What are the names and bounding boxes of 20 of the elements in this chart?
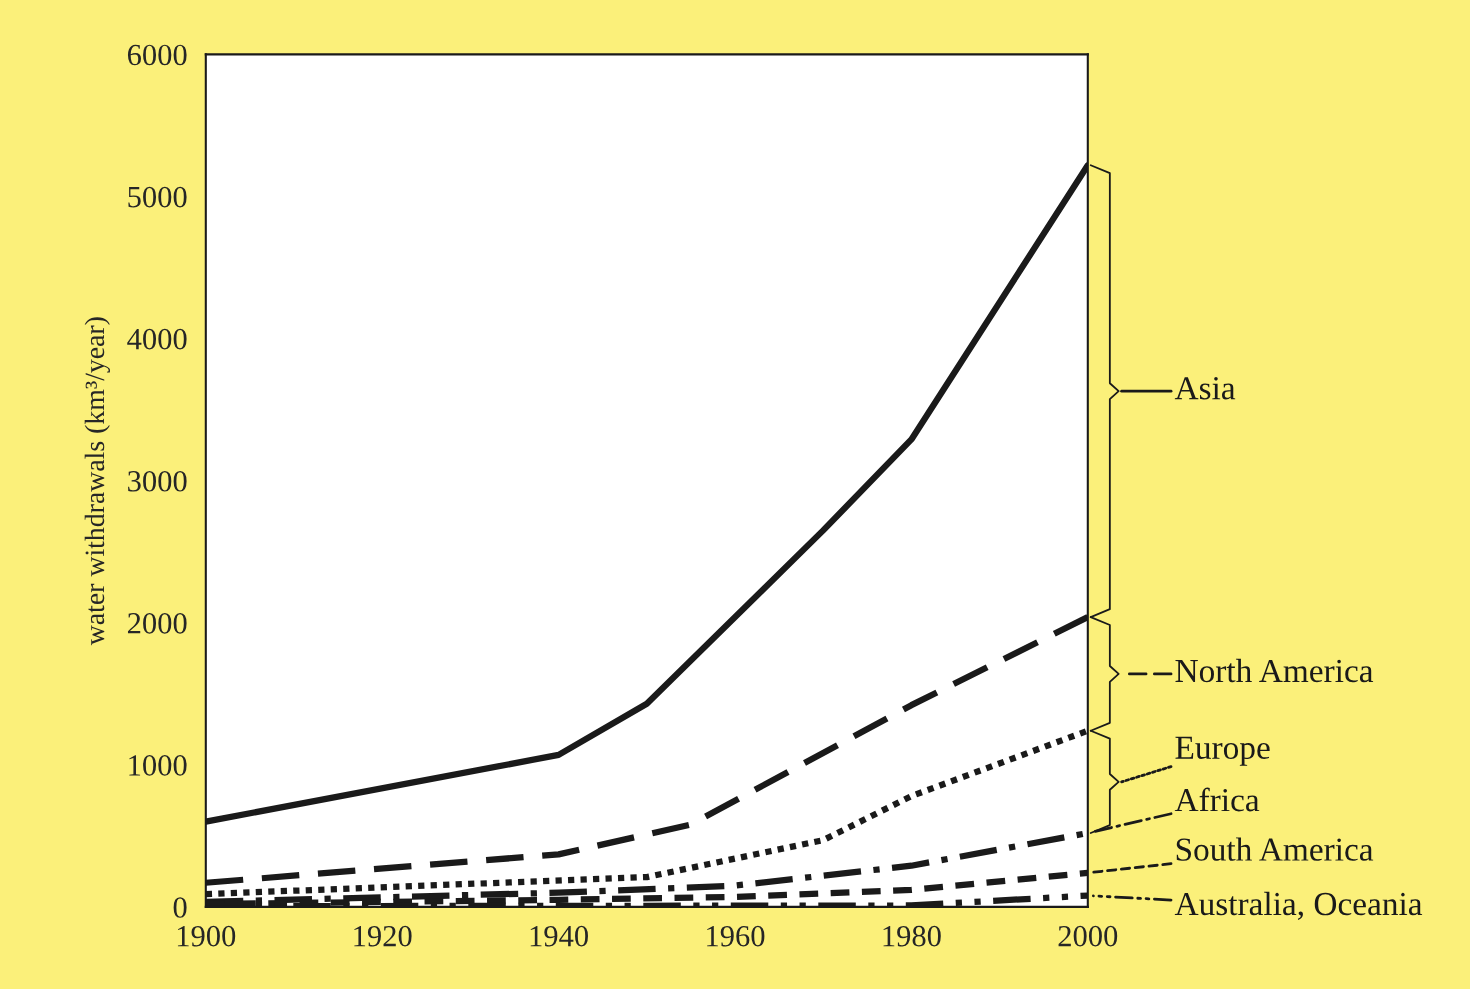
y-axis-title: water withdrawals (km³/year) [84,317,110,646]
y-tick-label: 6000 [127,44,187,66]
y-tick-label: 0 [173,897,187,918]
legend-label: Africa [1174,787,1260,812]
x-tick-label: 1900 [177,925,236,947]
x-tick-label: 1920 [354,925,412,947]
x-tick-label: 1940 [530,925,588,947]
y-tick-label: 3000 [128,470,187,492]
legend-label: North America [1175,658,1374,683]
y-tick-label: 5000 [128,186,187,208]
x-tick-label: 1980 [883,925,941,947]
legend-label: Europe [1175,736,1270,766]
legend-label: Asia [1174,377,1236,400]
y-tick-label: 1000 [129,755,187,776]
x-tick-label: 1960 [707,925,765,947]
y-tick-label: 4000 [127,328,187,350]
legend-label: South America [1176,837,1374,861]
x-tick-label: 2000 [1058,925,1118,947]
legend-label: Australia, Oceania [1174,891,1423,921]
y-tick-label: 2000 [127,613,187,634]
